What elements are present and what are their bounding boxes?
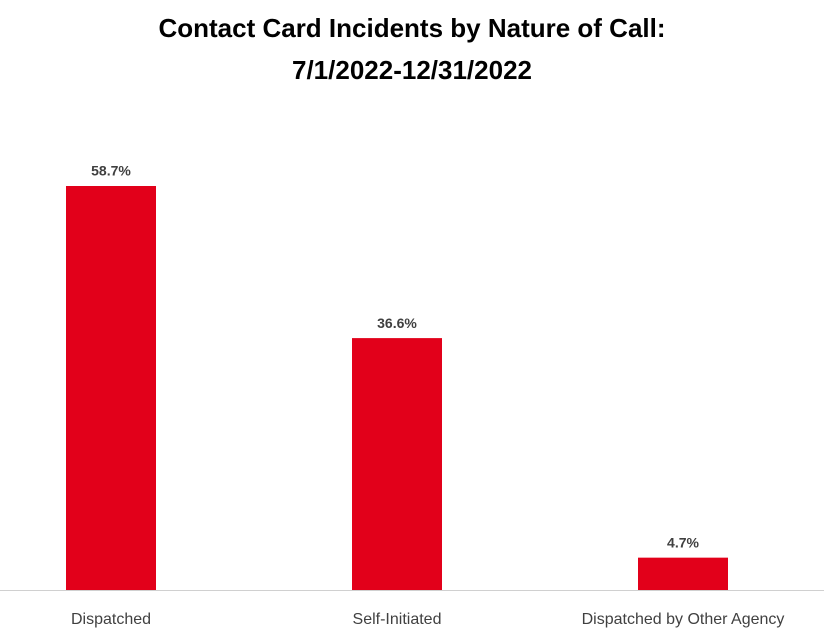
data-label: 36.6% [377, 315, 417, 331]
bar [66, 186, 156, 590]
data-label: 4.7% [667, 534, 699, 550]
chart-title: 7/1/2022-12/31/2022 [292, 55, 532, 85]
chart-title: Contact Card Incidents by Nature of Call… [158, 13, 665, 43]
bar [638, 557, 728, 590]
x-tick-label: Self-Initiated [353, 611, 442, 628]
bar [352, 338, 442, 590]
x-tick-label: Dispatched by Other Agency [582, 611, 785, 628]
x-tick-label: Dispatched [71, 611, 151, 628]
data-label: 58.7% [91, 163, 131, 179]
